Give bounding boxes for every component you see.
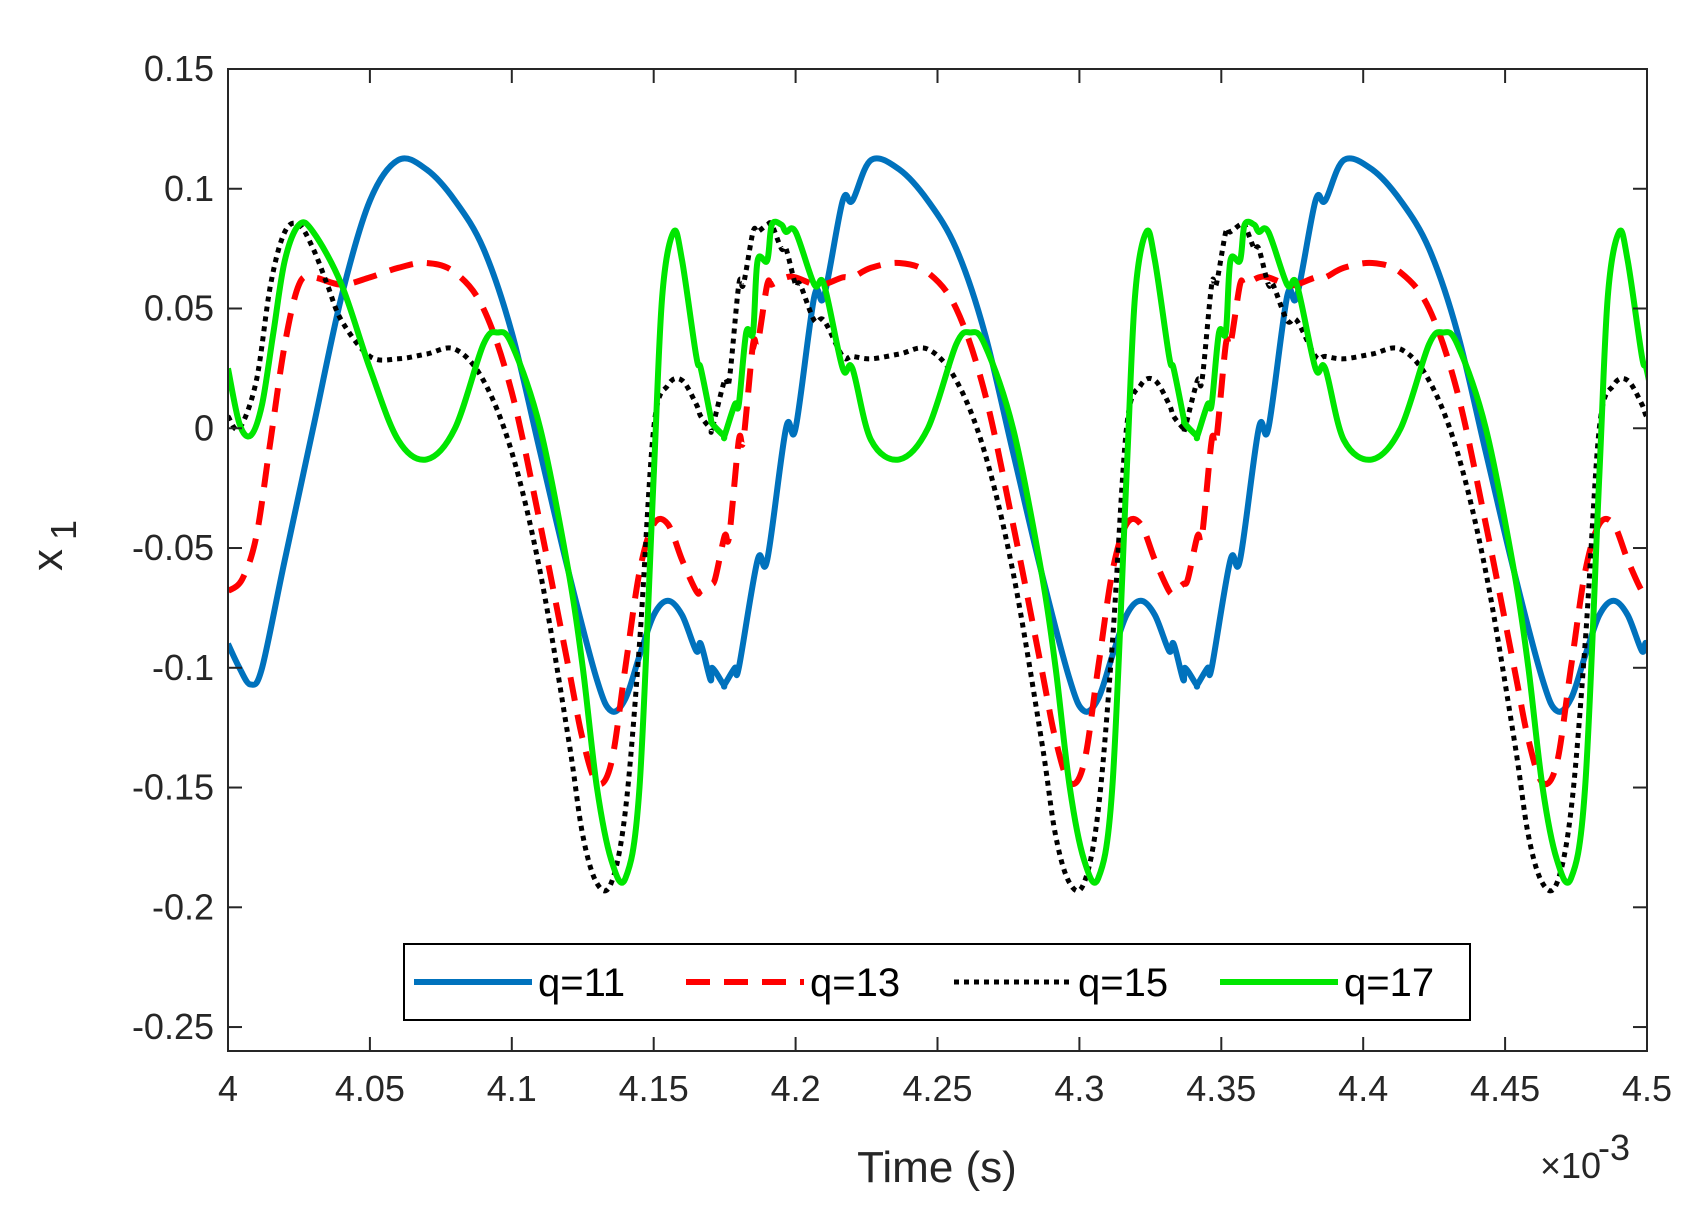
y-tick-label: -0.05 (132, 527, 214, 568)
x-exponent-power: -3 (1598, 1127, 1630, 1168)
x-tick-label: 4.4 (1338, 1068, 1388, 1109)
x-tick-label: 4 (218, 1068, 238, 1109)
x-tick-label: 4.35 (1186, 1068, 1256, 1109)
x-tick-labels: 4 4.05 4.1 4.15 4.2 4.25 4.3 4.35 4.4 4.45 4.5 (218, 1068, 1672, 1109)
y-tick-label: -0.25 (132, 1006, 214, 1047)
y-tick-label: 0.05 (144, 288, 214, 329)
legend: q=11 q=13 q=15 q=17 (403, 943, 1471, 1021)
x-tick-label: 4.2 (771, 1068, 821, 1109)
y-tick-label: 0.15 (144, 48, 214, 89)
x-tick-label: 4.3 (1054, 1068, 1104, 1109)
y-tick-labels: 0.15 0.1 0.05 0 -0.05 -0.1 -0.15 -0.2 -0.25 (132, 48, 214, 1047)
x-tick-label: 4.25 (902, 1068, 972, 1109)
x-tick-label: 4.5 (1622, 1068, 1672, 1109)
series-line-q17 (228, 218, 1647, 886)
series-line-q13 (228, 259, 1647, 788)
y-axis-label-group: x 1 (23, 520, 84, 571)
x-axis-label: Time (s) (857, 1143, 1017, 1192)
y-axis-label: x (23, 549, 72, 571)
ticks-layer (227, 68, 1648, 1051)
y-tick-label: -0.2 (152, 886, 214, 927)
legend-label-q13: q=13 (810, 961, 900, 1005)
y-tick-label: 0.1 (164, 168, 214, 209)
legend-label-q17: q=17 (1344, 961, 1434, 1005)
x-tick-label: 4.45 (1470, 1068, 1540, 1109)
legend-label-q15: q=15 (1078, 961, 1168, 1005)
y-tick-label: -0.15 (132, 767, 214, 808)
series-layer (228, 155, 1647, 894)
x-tick-label: 4.05 (335, 1068, 405, 1109)
x-tick-label: 4.15 (619, 1068, 689, 1109)
y-tick-label: -0.1 (152, 647, 214, 688)
y-axis-label-subscript: 1 (43, 520, 84, 540)
x-tick-label: 4.1 (487, 1068, 537, 1109)
legend-label-q11: q=11 (538, 961, 625, 1005)
legend-box (403, 943, 1471, 1021)
y-tick-label: 0 (194, 407, 214, 448)
series-line-q15 (228, 220, 1647, 894)
x-exponent-label: ×10 (1540, 1145, 1601, 1186)
